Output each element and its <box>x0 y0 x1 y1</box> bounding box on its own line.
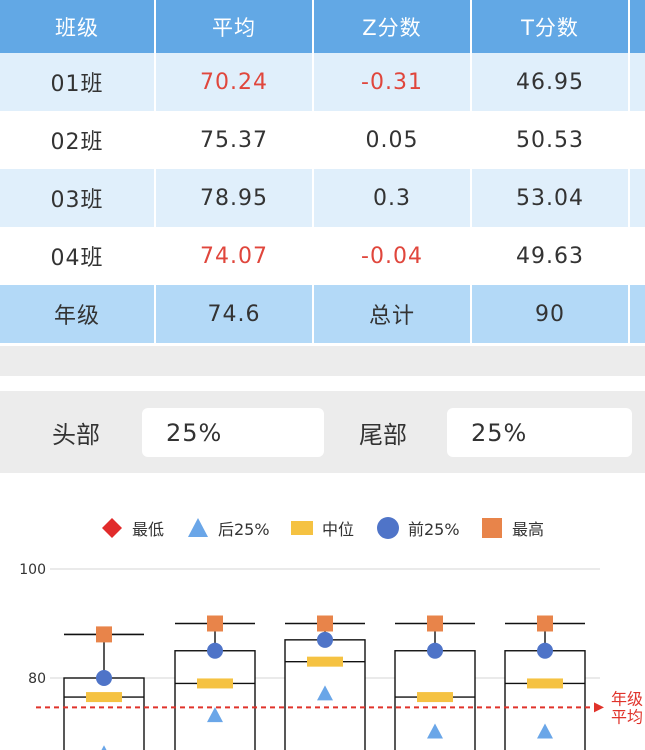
median-marker <box>527 678 563 689</box>
grade-average-label: 平均 <box>611 707 643 726</box>
legend-q3-label: 前25% <box>408 520 460 539</box>
tail-percent-input[interactable]: 25% <box>447 408 632 457</box>
t-score-cell: 49.63 <box>472 227 628 285</box>
box <box>174 650 256 750</box>
section-divider <box>0 346 645 376</box>
overflow-column <box>630 111 645 169</box>
max-marker <box>207 615 223 632</box>
header-t-score[interactable]: T分数 <box>472 0 628 53</box>
legend-median[interactable]: 中位 <box>290 513 354 543</box>
tail-label: 尾部 <box>359 420 407 449</box>
percentile-settings: 头部 25% 尾部 25% <box>0 391 645 473</box>
circle-icon <box>377 517 399 539</box>
median-marker <box>417 692 453 703</box>
table-row[interactable]: 02班 75.37 0.05 50.53 <box>0 111 645 169</box>
t-score-cell: 53.04 <box>472 169 628 227</box>
header-average[interactable]: 平均 <box>156 0 312 53</box>
q1-marker <box>427 723 443 739</box>
grade-average-label: 年级 <box>611 689 643 708</box>
diamond-icon <box>102 518 122 538</box>
q1-marker <box>537 723 553 739</box>
legend-q1[interactable]: 后25% <box>186 513 270 543</box>
z-score-cell: 0.3 <box>314 169 470 227</box>
table-row[interactable]: 01班 70.24 -0.31 46.95 <box>0 53 645 111</box>
table-row[interactable]: 03班 78.95 0.3 53.04 <box>0 169 645 227</box>
legend-q1-label: 后25% <box>218 520 270 539</box>
max-marker <box>317 615 333 632</box>
average-cell: 70.24 <box>156 53 312 111</box>
head-percent-input[interactable]: 25% <box>142 408 324 457</box>
grade-label: 年级 <box>0 285 154 343</box>
class-cell: 01班 <box>0 53 154 111</box>
class-cell: 03班 <box>0 169 154 227</box>
max-marker <box>537 615 553 632</box>
t-score-cell: 46.95 <box>472 53 628 111</box>
table-total-row: 年级 74.6 总计 90 <box>0 285 645 343</box>
chart-legend: 最低 后25% 中位 前25% 最高 <box>0 513 645 543</box>
legend-min-label: 最低 <box>132 520 165 539</box>
triangle-icon <box>188 518 208 537</box>
q3-marker <box>427 642 443 659</box>
y-tick-label: 100 <box>19 562 46 578</box>
q3-marker <box>537 642 553 659</box>
median-marker <box>86 692 122 703</box>
total-label: 总计 <box>314 285 470 343</box>
q3-marker <box>317 631 333 648</box>
y-tick-label: 80 <box>28 671 46 687</box>
overflow-column <box>630 53 645 111</box>
class-cell: 04班 <box>0 227 154 285</box>
bar-icon <box>291 521 313 535</box>
average-cell: 75.37 <box>156 111 312 169</box>
q3-marker <box>96 670 112 686</box>
square-icon <box>482 518 502 538</box>
overflow-column <box>630 227 645 285</box>
header-z-score[interactable]: Z分数 <box>314 0 470 53</box>
total-overflow-column <box>630 285 645 343</box>
median-marker <box>197 678 233 689</box>
z-score-cell: -0.04 <box>314 227 470 285</box>
box <box>63 677 145 750</box>
table-header-row: 班级 平均 Z分数 T分数 <box>0 0 645 53</box>
t-score-cell: 50.53 <box>472 111 628 169</box>
grade-average: 74.6 <box>156 285 312 343</box>
q1-marker <box>317 685 333 701</box>
grade-average-arrow <box>594 702 604 713</box>
head-label: 头部 <box>52 420 100 449</box>
legend-max-label: 最高 <box>512 520 545 539</box>
section-spacer <box>0 376 645 391</box>
average-cell: 78.95 <box>156 169 312 227</box>
header-class[interactable]: 班级 <box>0 0 154 53</box>
legend-min[interactable]: 最低 <box>100 513 164 543</box>
legend-q3[interactable]: 前25% <box>376 513 460 543</box>
total-value: 90 <box>472 285 628 343</box>
max-marker <box>427 615 443 632</box>
box-plot-chart: 最低 后25% 中位 前25% 最高 100 80 年级 平均 <box>0 473 645 750</box>
average-cell: 74.07 <box>156 227 312 285</box>
header-overflow-column <box>630 0 645 53</box>
z-score-cell: 0.05 <box>314 111 470 169</box>
q3-marker <box>207 642 223 659</box>
q1-marker <box>101 745 107 750</box>
overflow-column <box>630 169 645 227</box>
score-table: 班级 平均 Z分数 T分数 01班 70.24 -0.31 46.95 02班 75.37… <box>0 0 645 343</box>
class-cell: 02班 <box>0 111 154 169</box>
q1-marker <box>207 707 223 723</box>
legend-median-label: 中位 <box>322 520 355 539</box>
legend-max[interactable]: 最高 <box>480 513 544 543</box>
z-score-cell: -0.31 <box>314 53 470 111</box>
median-marker <box>307 656 343 667</box>
max-marker <box>96 626 112 643</box>
table-row[interactable]: 04班 74.07 -0.04 49.63 <box>0 227 645 285</box>
